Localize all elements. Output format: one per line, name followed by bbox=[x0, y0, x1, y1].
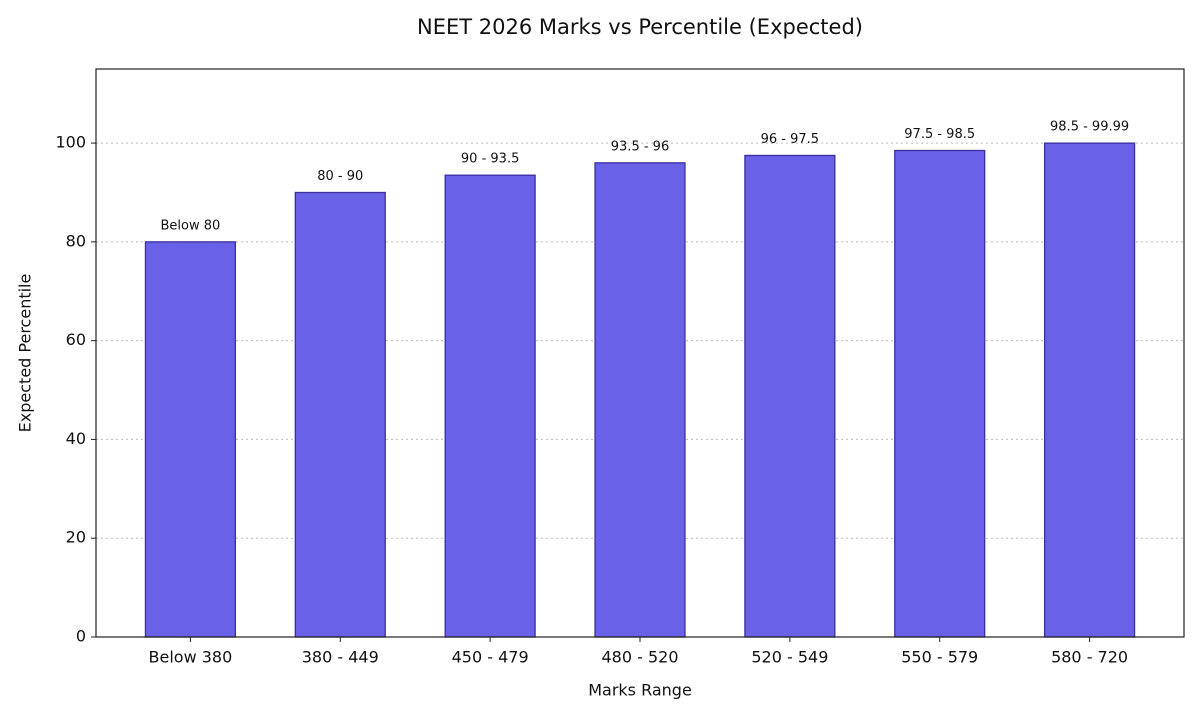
plot-frame bbox=[95, 68, 1185, 638]
bar bbox=[294, 191, 386, 638]
x-tick-label: Below 380 bbox=[149, 648, 233, 667]
x-tick-label: 550 - 579 bbox=[901, 648, 978, 667]
y-tick-label: 80 bbox=[66, 231, 86, 250]
value-label: 93.5 - 96 bbox=[611, 139, 669, 154]
bar bbox=[1043, 142, 1136, 638]
value-label: 97.5 - 98.5 bbox=[904, 127, 975, 142]
bar bbox=[894, 149, 986, 638]
x-tick-label: 480 - 520 bbox=[601, 648, 678, 667]
bar bbox=[444, 174, 536, 638]
value-label: 98.5 - 99.99 bbox=[1050, 120, 1129, 135]
x-tick-label: 580 - 720 bbox=[1051, 648, 1128, 667]
bar bbox=[144, 241, 237, 638]
y-axis-label: Expected Percentile bbox=[16, 274, 35, 433]
y-tick-label: 60 bbox=[66, 330, 86, 349]
value-label: Below 80 bbox=[161, 218, 221, 233]
y-tick-label: 0 bbox=[76, 627, 86, 646]
y-tick-label: 20 bbox=[66, 528, 86, 547]
bar bbox=[744, 154, 836, 638]
x-tick-label: 520 - 549 bbox=[751, 648, 828, 667]
y-tick-label: 40 bbox=[66, 429, 86, 448]
value-label: 96 - 97.5 bbox=[761, 132, 819, 147]
value-label: 80 - 90 bbox=[317, 169, 363, 184]
x-tick-label: 450 - 479 bbox=[452, 648, 529, 667]
bar bbox=[594, 162, 686, 638]
y-tick-label: 100 bbox=[55, 133, 86, 152]
chart-title: NEET 2026 Marks vs Percentile (Expected) bbox=[417, 15, 863, 39]
x-axis-label: Marks Range bbox=[588, 681, 692, 700]
x-tick-label: 380 - 449 bbox=[302, 648, 379, 667]
value-label: 90 - 93.5 bbox=[461, 152, 519, 167]
